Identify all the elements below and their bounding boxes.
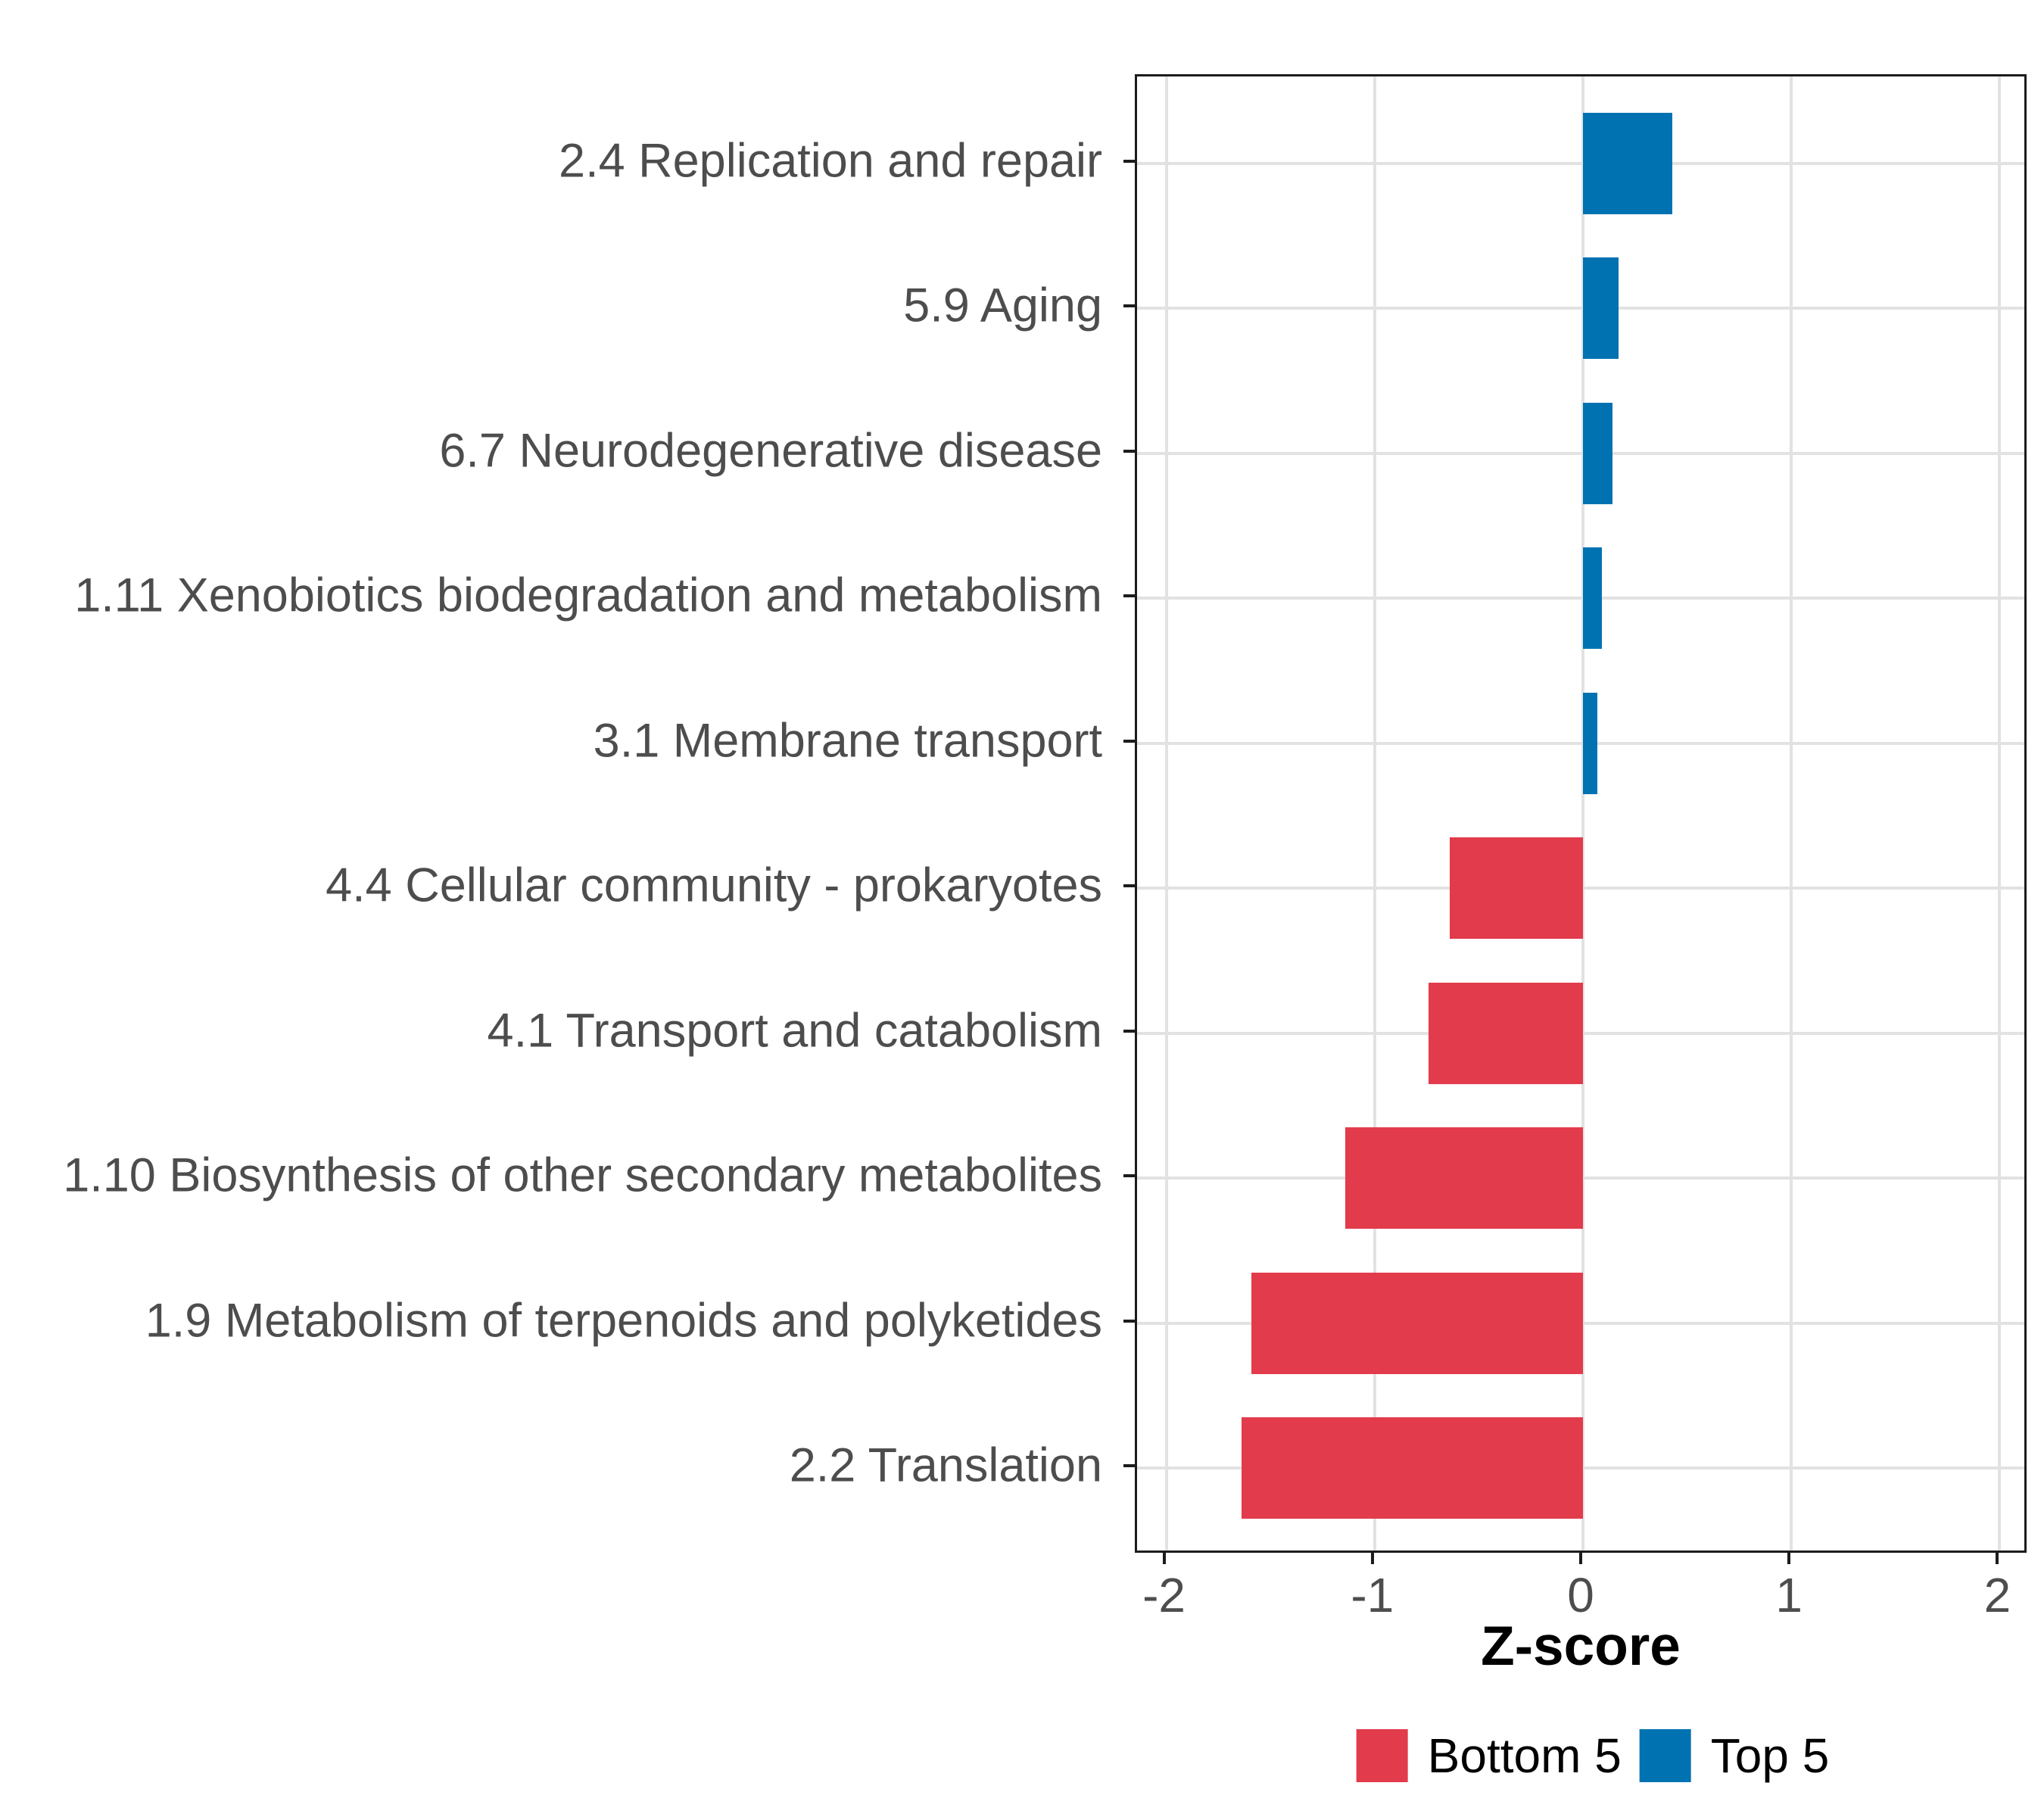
y-axis-label: 6.7 Neurodegenerative disease bbox=[439, 424, 1102, 478]
y-tick bbox=[1123, 594, 1135, 598]
y-axis-label: 1.11 Xenobiotics biodegradation and meta… bbox=[74, 569, 1102, 622]
gridline-x-1 bbox=[1790, 76, 1793, 1551]
y-tick bbox=[1123, 449, 1135, 453]
bar-2 bbox=[1583, 257, 1619, 360]
x-tick-label: -1 bbox=[1351, 1568, 1394, 1622]
y-tick bbox=[1123, 1029, 1135, 1033]
gridline-y-row bbox=[1137, 597, 2024, 600]
legend-swatch-bottom5-icon bbox=[1356, 1729, 1408, 1782]
legend-label-bottom5: Bottom 5 bbox=[1427, 1728, 1622, 1783]
x-tick bbox=[1370, 1553, 1374, 1564]
y-axis-label: 4.4 Cellular community - prokaryotes bbox=[326, 859, 1102, 912]
y-tick bbox=[1123, 1174, 1135, 1178]
gridline-y-row bbox=[1137, 307, 2024, 310]
x-tick bbox=[1996, 1553, 1999, 1564]
y-tick bbox=[1123, 884, 1135, 888]
y-axis-label: 2.4 Replication and repair bbox=[559, 134, 1102, 188]
bar-10 bbox=[1241, 1417, 1583, 1519]
gridline-x-2 bbox=[1998, 76, 2002, 1551]
x-tick-label: -2 bbox=[1142, 1568, 1186, 1622]
x-axis-title: Z-score bbox=[1481, 1616, 1681, 1677]
bar-1 bbox=[1583, 112, 1673, 214]
y-axis-label: 5.9 Aging bbox=[903, 279, 1102, 332]
plot-panel bbox=[1135, 74, 2027, 1553]
bar-7 bbox=[1429, 982, 1583, 1084]
bar-4 bbox=[1583, 547, 1602, 650]
y-axis-label: 1.9 Metabolism of terpenoids and polyket… bbox=[145, 1294, 1102, 1348]
legend-label-top5: Top 5 bbox=[1710, 1728, 1830, 1783]
x-tick-label: 0 bbox=[1567, 1568, 1594, 1622]
x-tick bbox=[1787, 1553, 1791, 1564]
bar-6 bbox=[1449, 837, 1583, 940]
legend-item-top5: Top 5 bbox=[1639, 1728, 1830, 1783]
gridline-x--1 bbox=[1373, 76, 1376, 1551]
legend-swatch-top5-icon bbox=[1639, 1729, 1691, 1782]
bar-5 bbox=[1583, 692, 1598, 794]
y-axis-label: 2.2 Translation bbox=[789, 1438, 1102, 1492]
y-axis-label: 4.1 Transport and catabolism bbox=[487, 1004, 1102, 1058]
bar-3 bbox=[1583, 402, 1612, 504]
y-axis-label: 3.1 Membrane transport bbox=[593, 714, 1102, 768]
y-axis-label: 1.10 Biosynthesis of other secondary met… bbox=[63, 1148, 1102, 1202]
legend: Bottom 5 Top 5 bbox=[1356, 1728, 1830, 1783]
y-tick bbox=[1123, 1319, 1135, 1323]
x-tick bbox=[1579, 1553, 1582, 1564]
bar-8 bbox=[1345, 1127, 1583, 1230]
gridline-y-row bbox=[1137, 451, 2024, 455]
gridline-x-0 bbox=[1581, 76, 1584, 1551]
gridline-y-row bbox=[1137, 161, 2024, 165]
x-tick-label: 2 bbox=[1983, 1568, 2011, 1622]
bar-9 bbox=[1251, 1272, 1583, 1374]
gridline-y-row bbox=[1137, 741, 2024, 745]
y-tick bbox=[1123, 1464, 1135, 1468]
legend-item-bottom5: Bottom 5 bbox=[1356, 1728, 1622, 1783]
x-tick-label: 1 bbox=[1775, 1568, 1803, 1622]
y-tick bbox=[1123, 159, 1135, 163]
y-tick bbox=[1123, 304, 1135, 308]
x-tick bbox=[1162, 1553, 1166, 1564]
gridline-x--2 bbox=[1164, 76, 1168, 1551]
y-tick bbox=[1123, 739, 1135, 743]
